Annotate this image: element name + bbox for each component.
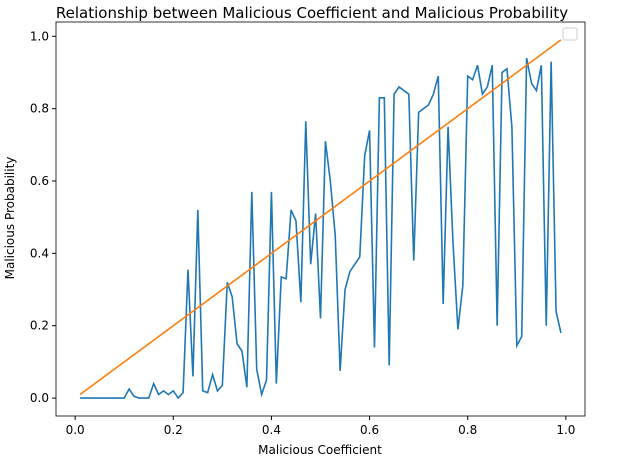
x-tick-label: 0.4 [262, 423, 281, 437]
plot-frame [55, 21, 586, 417]
y-tick-label: 0.0 [30, 391, 49, 405]
y-tick-label: 0.6 [30, 174, 49, 188]
x-tick-label: 1.0 [556, 423, 575, 437]
y-tick-label: 0.8 [30, 102, 49, 116]
x-tick-label: 0.0 [66, 423, 85, 437]
x-axis-label: Malicious Coefficient [258, 443, 382, 457]
legend [562, 27, 578, 41]
chart-title: Relationship between Malicious Coefficie… [56, 4, 568, 22]
y-tick-label: 0.4 [30, 246, 49, 260]
y-tick-label: 0.2 [30, 319, 49, 333]
y-tick-label: 1.0 [30, 29, 49, 43]
x-tick-label: 0.2 [164, 423, 183, 437]
data-line [80, 57, 562, 400]
y-axis-label: Malicious Probability [3, 157, 17, 280]
x-tick-label: 0.6 [360, 423, 379, 437]
data-line [79, 39, 562, 396]
x-tick-label: 0.8 [458, 423, 477, 437]
